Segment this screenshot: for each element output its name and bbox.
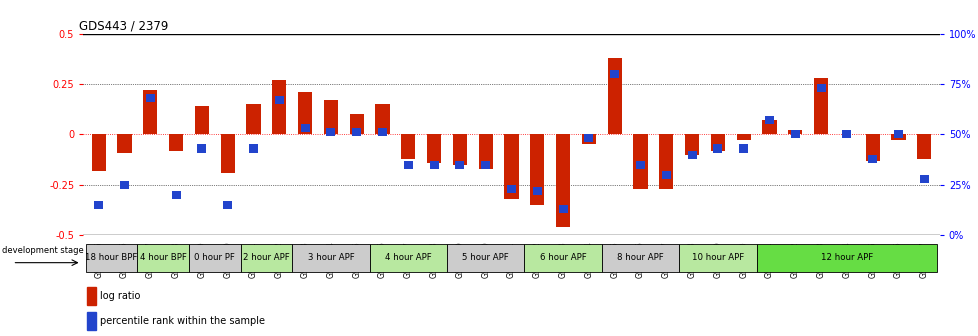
- Bar: [223, 201, 232, 209]
- Bar: [137, 244, 189, 272]
- Bar: [530, 134, 544, 205]
- Bar: [146, 94, 155, 102]
- Bar: [349, 114, 364, 134]
- Bar: [507, 185, 515, 193]
- Text: percentile rank within the sample: percentile rank within the sample: [100, 316, 265, 326]
- Text: 10 hour APF: 10 hour APF: [691, 253, 743, 262]
- Bar: [601, 244, 679, 272]
- Bar: [370, 244, 447, 272]
- Bar: [447, 244, 524, 272]
- Text: 0 hour PF: 0 hour PF: [195, 253, 235, 262]
- Text: 2 hour APF: 2 hour APF: [243, 253, 289, 262]
- Bar: [756, 244, 936, 272]
- Bar: [919, 175, 928, 183]
- Bar: [481, 161, 490, 169]
- Bar: [189, 244, 241, 272]
- Bar: [220, 134, 235, 173]
- Bar: [198, 144, 206, 153]
- Bar: [403, 161, 413, 169]
- Bar: [300, 124, 309, 132]
- Bar: [248, 144, 258, 153]
- Bar: [842, 130, 851, 138]
- Bar: [275, 96, 284, 104]
- Bar: [455, 161, 464, 169]
- Text: development stage: development stage: [2, 246, 83, 255]
- Text: 12 hour APF: 12 hour APF: [820, 253, 872, 262]
- Bar: [378, 128, 386, 136]
- Bar: [429, 161, 438, 169]
- Bar: [324, 100, 337, 134]
- Bar: [94, 201, 103, 209]
- Bar: [291, 244, 370, 272]
- Bar: [916, 134, 930, 159]
- Bar: [636, 161, 645, 169]
- Bar: [764, 116, 774, 124]
- Bar: [401, 134, 415, 159]
- Bar: [143, 90, 157, 134]
- Bar: [120, 181, 129, 189]
- Text: 6 hour APF: 6 hour APF: [539, 253, 586, 262]
- Bar: [609, 70, 619, 78]
- Bar: [893, 130, 902, 138]
- Bar: [169, 134, 183, 151]
- Bar: [556, 134, 569, 227]
- Bar: [352, 128, 361, 136]
- Bar: [687, 151, 696, 159]
- Bar: [87, 287, 96, 305]
- Bar: [92, 134, 106, 171]
- Bar: [117, 134, 131, 153]
- Bar: [658, 134, 673, 189]
- Bar: [524, 244, 601, 272]
- Bar: [790, 130, 799, 138]
- Text: GDS443 / 2379: GDS443 / 2379: [79, 19, 168, 33]
- Bar: [297, 92, 312, 134]
- Bar: [787, 130, 802, 134]
- Bar: [738, 144, 747, 153]
- Bar: [685, 134, 698, 155]
- Bar: [87, 312, 96, 330]
- Bar: [867, 155, 876, 163]
- Bar: [679, 244, 756, 272]
- Text: 18 hour BPF: 18 hour BPF: [85, 253, 138, 262]
- Bar: [426, 134, 441, 163]
- Text: log ratio: log ratio: [100, 291, 141, 301]
- Bar: [581, 134, 596, 144]
- Bar: [713, 144, 722, 153]
- Bar: [504, 134, 518, 199]
- Bar: [584, 134, 593, 142]
- Text: 3 hour APF: 3 hour APF: [307, 253, 354, 262]
- Bar: [195, 106, 208, 134]
- Text: 8 hour APF: 8 hour APF: [616, 253, 663, 262]
- Text: 4 hour APF: 4 hour APF: [384, 253, 431, 262]
- Bar: [272, 80, 287, 134]
- Text: 5 hour APF: 5 hour APF: [462, 253, 509, 262]
- Bar: [710, 134, 725, 151]
- Bar: [532, 187, 541, 195]
- Bar: [453, 134, 467, 165]
- Bar: [865, 134, 879, 161]
- Bar: [816, 84, 824, 92]
- Bar: [478, 134, 492, 169]
- Text: 4 hour BPF: 4 hour BPF: [140, 253, 187, 262]
- Bar: [558, 205, 567, 213]
- Bar: [375, 104, 389, 134]
- Bar: [86, 244, 137, 272]
- Bar: [814, 78, 827, 134]
- Bar: [607, 58, 621, 134]
- Bar: [246, 104, 260, 134]
- Bar: [326, 128, 335, 136]
- Bar: [735, 134, 750, 140]
- Bar: [241, 244, 291, 272]
- Bar: [633, 134, 647, 189]
- Bar: [661, 171, 670, 179]
- Bar: [891, 134, 905, 140]
- Bar: [171, 191, 180, 199]
- Bar: [762, 120, 776, 134]
